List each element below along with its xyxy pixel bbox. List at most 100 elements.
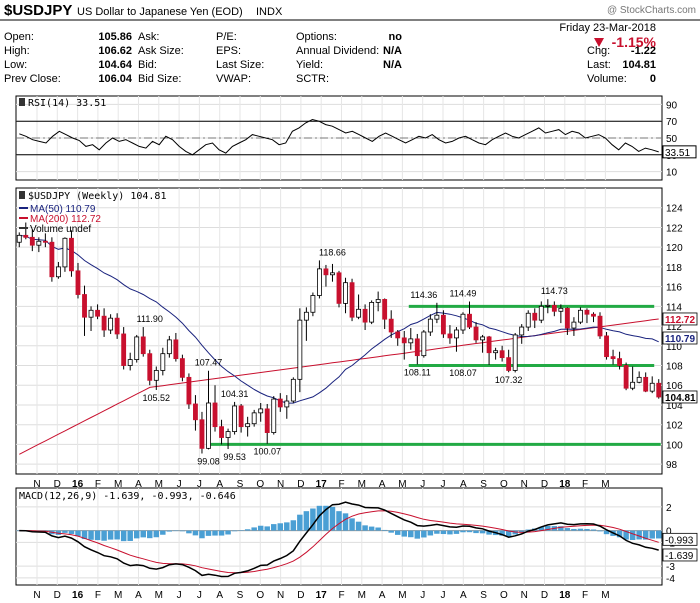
macd-histogram-bar xyxy=(218,530,225,536)
macd-histogram-bar xyxy=(251,527,257,531)
candle-body xyxy=(290,378,296,402)
macd-histogram-bar xyxy=(388,530,394,533)
candle-body xyxy=(166,339,172,355)
macd-histogram-bar xyxy=(244,529,251,531)
y-tick-label: 100 xyxy=(666,440,683,451)
candle-body xyxy=(206,402,211,449)
candle-body xyxy=(173,339,179,360)
macd-histogram-bar xyxy=(649,530,655,539)
candle-body xyxy=(617,358,623,366)
candle-body xyxy=(69,237,74,272)
macd-histogram-bar xyxy=(616,530,623,538)
y-tick-label: 102 xyxy=(666,421,683,432)
candle-body xyxy=(186,376,192,405)
candle-body xyxy=(447,333,453,339)
macd-histogram-bar xyxy=(564,528,571,531)
x-tick-label: J xyxy=(197,590,202,601)
stat-label: Volume: xyxy=(587,73,627,85)
macd-histogram-bar xyxy=(310,508,316,531)
candle-body xyxy=(349,282,355,318)
quote-date: Friday 23-Mar-2018 xyxy=(559,22,656,34)
x-tick-label: O xyxy=(256,590,264,601)
macd-histogram-bar xyxy=(257,525,264,531)
candle-body xyxy=(264,408,270,433)
symbol: $USDJPY xyxy=(4,2,72,19)
macd-histogram-bar xyxy=(153,530,160,538)
y-tick-label: 112 xyxy=(666,322,682,333)
candle-body xyxy=(480,336,485,341)
macd-histogram-bar xyxy=(518,530,525,533)
macd-histogram-bar xyxy=(636,530,642,540)
legend-label: MA(50) 110.79 xyxy=(30,204,96,215)
candle-body xyxy=(153,370,159,381)
x-tick-label: F xyxy=(338,479,344,490)
candle-body xyxy=(512,334,518,371)
macd-histogram-bar xyxy=(525,529,531,531)
x-tick-label: D xyxy=(297,590,304,601)
macd-histogram-bar xyxy=(473,530,479,534)
candle-body xyxy=(245,423,251,428)
candle-body xyxy=(297,319,303,380)
macd-histogram-bar xyxy=(107,530,114,540)
candle-body xyxy=(454,329,459,339)
candle-body xyxy=(317,268,322,296)
candle-body xyxy=(486,336,492,354)
macd-value-tag xyxy=(662,548,698,562)
macd-histogram-bar xyxy=(466,530,473,533)
legend-label: Volume undef xyxy=(30,224,91,235)
stat-label: Bid: xyxy=(138,59,157,71)
macd-histogram-bar xyxy=(192,530,199,536)
x-tick-label: 17 xyxy=(316,479,328,490)
stat-label: Prev Close: xyxy=(4,73,61,85)
macd-histogram-bar xyxy=(349,518,355,531)
stat-label: High: xyxy=(4,45,30,57)
macd-histogram-bar xyxy=(336,511,342,531)
macd-histogram-bar xyxy=(140,530,146,538)
macd-histogram-bar xyxy=(584,529,590,531)
candle-body xyxy=(623,365,629,389)
macd-histogram-bar xyxy=(642,530,649,540)
macd-histogram-bar xyxy=(81,530,88,540)
price-annotation: 105.52 xyxy=(143,393,171,403)
stat-value: 0 xyxy=(650,73,656,85)
x-tick-label: A xyxy=(135,479,142,490)
stat-value: N/A xyxy=(383,45,402,57)
macd-histogram-bar xyxy=(505,530,512,537)
candle-body xyxy=(597,315,603,337)
price-annotation: 114.36 xyxy=(410,290,437,300)
candle-body xyxy=(604,335,609,358)
x-tick-label: M xyxy=(601,590,609,601)
x-tick-label: M xyxy=(398,479,406,490)
macd-signal-line xyxy=(19,510,659,574)
candle-body xyxy=(532,312,538,321)
stat-label: Yield: xyxy=(296,59,323,71)
y-tick-label: 104 xyxy=(666,401,683,412)
rsi-value-label: 33.51 xyxy=(665,148,690,159)
macd-histogram-bar xyxy=(277,523,284,531)
x-tick-label: J xyxy=(441,590,446,601)
ma200-line xyxy=(19,318,659,455)
candle-body xyxy=(421,331,427,357)
macd-histogram-bar xyxy=(160,530,166,535)
stat-value: 106.62 xyxy=(98,45,132,57)
x-tick-label: J xyxy=(420,479,425,490)
candle-body xyxy=(179,358,185,378)
candle-body xyxy=(62,237,68,268)
value-tag-label: 104.81 xyxy=(665,393,696,404)
stat-label: VWAP: xyxy=(216,73,251,85)
macd-histogram-bar xyxy=(603,530,610,535)
candle-body xyxy=(258,408,264,414)
y-tick-label: 116 xyxy=(666,283,682,294)
candle-body xyxy=(193,403,198,421)
macd-histogram-bar xyxy=(94,530,101,541)
x-tick-label: N xyxy=(33,479,40,490)
candle-body xyxy=(564,307,570,329)
macd-histogram-bar xyxy=(133,530,140,539)
candle-body xyxy=(506,357,512,371)
macd-histogram-bar xyxy=(414,530,421,539)
macd-histogram-bar xyxy=(284,522,290,531)
x-tick-label: F xyxy=(582,590,588,601)
candle-body xyxy=(401,337,407,344)
candle-body xyxy=(114,317,120,335)
y-tick-label: -3 xyxy=(666,562,675,573)
